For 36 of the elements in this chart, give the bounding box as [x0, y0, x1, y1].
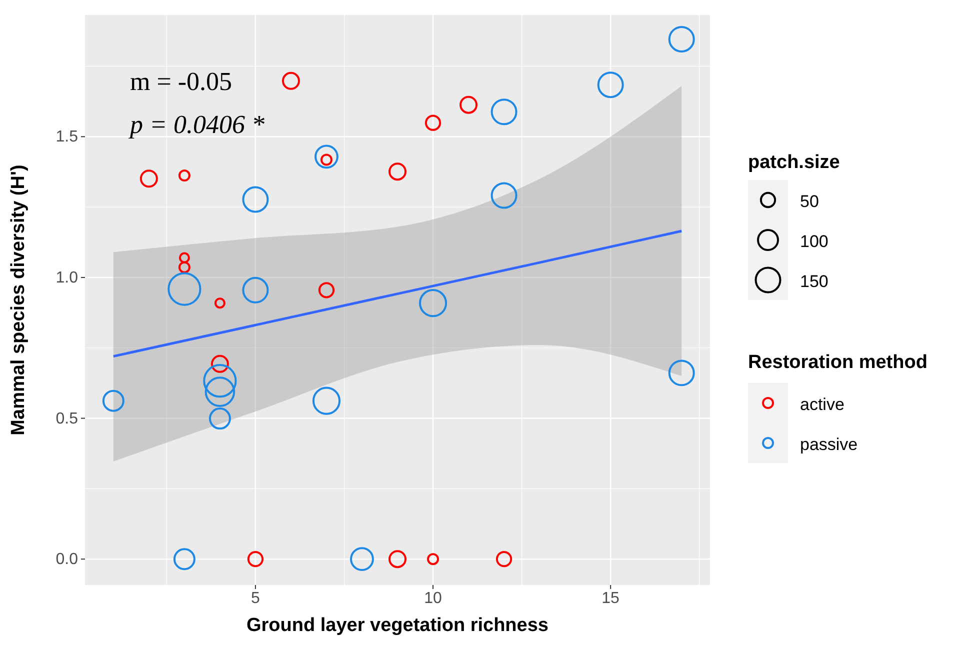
point — [388, 550, 406, 568]
y-axis-title: Mammal species diversity (H') — [8, 164, 29, 436]
legend-label: passive — [800, 435, 858, 454]
point — [318, 282, 335, 298]
point — [490, 98, 518, 126]
text: patch.size — [748, 152, 840, 173]
point — [242, 186, 269, 213]
y-tick-label: 1.0 — [56, 269, 78, 286]
legend-label: active — [800, 395, 844, 414]
x-tick-label: 5 — [251, 590, 260, 607]
x-tick-label: 15 — [602, 590, 620, 607]
legend-label: 150 — [800, 272, 828, 291]
legend-title: Restoration method — [748, 352, 928, 373]
point — [496, 551, 512, 568]
point — [490, 182, 518, 209]
y-tick-label: 0.5 — [56, 410, 78, 428]
y-tick-label: 1.5 — [56, 128, 78, 146]
point — [140, 170, 158, 188]
point — [460, 96, 478, 114]
y-tick-label: 0.0 — [56, 551, 78, 568]
point — [597, 72, 624, 98]
point — [282, 72, 300, 90]
point — [242, 276, 269, 304]
x-tick-label: 10 — [424, 590, 442, 607]
point — [668, 360, 695, 386]
point — [388, 162, 406, 181]
point — [424, 114, 442, 131]
x-axis-title: Ground layer vegetation richness — [246, 615, 548, 636]
point — [668, 26, 695, 52]
point — [210, 354, 229, 373]
line-series — [112, 230, 683, 358]
annotation: m = -0.05 — [130, 67, 232, 96]
point — [247, 551, 264, 568]
legend-label: 100 — [800, 232, 828, 251]
annotation: p = 0.0406 * — [128, 110, 265, 139]
legend-label: 50 — [800, 192, 819, 211]
